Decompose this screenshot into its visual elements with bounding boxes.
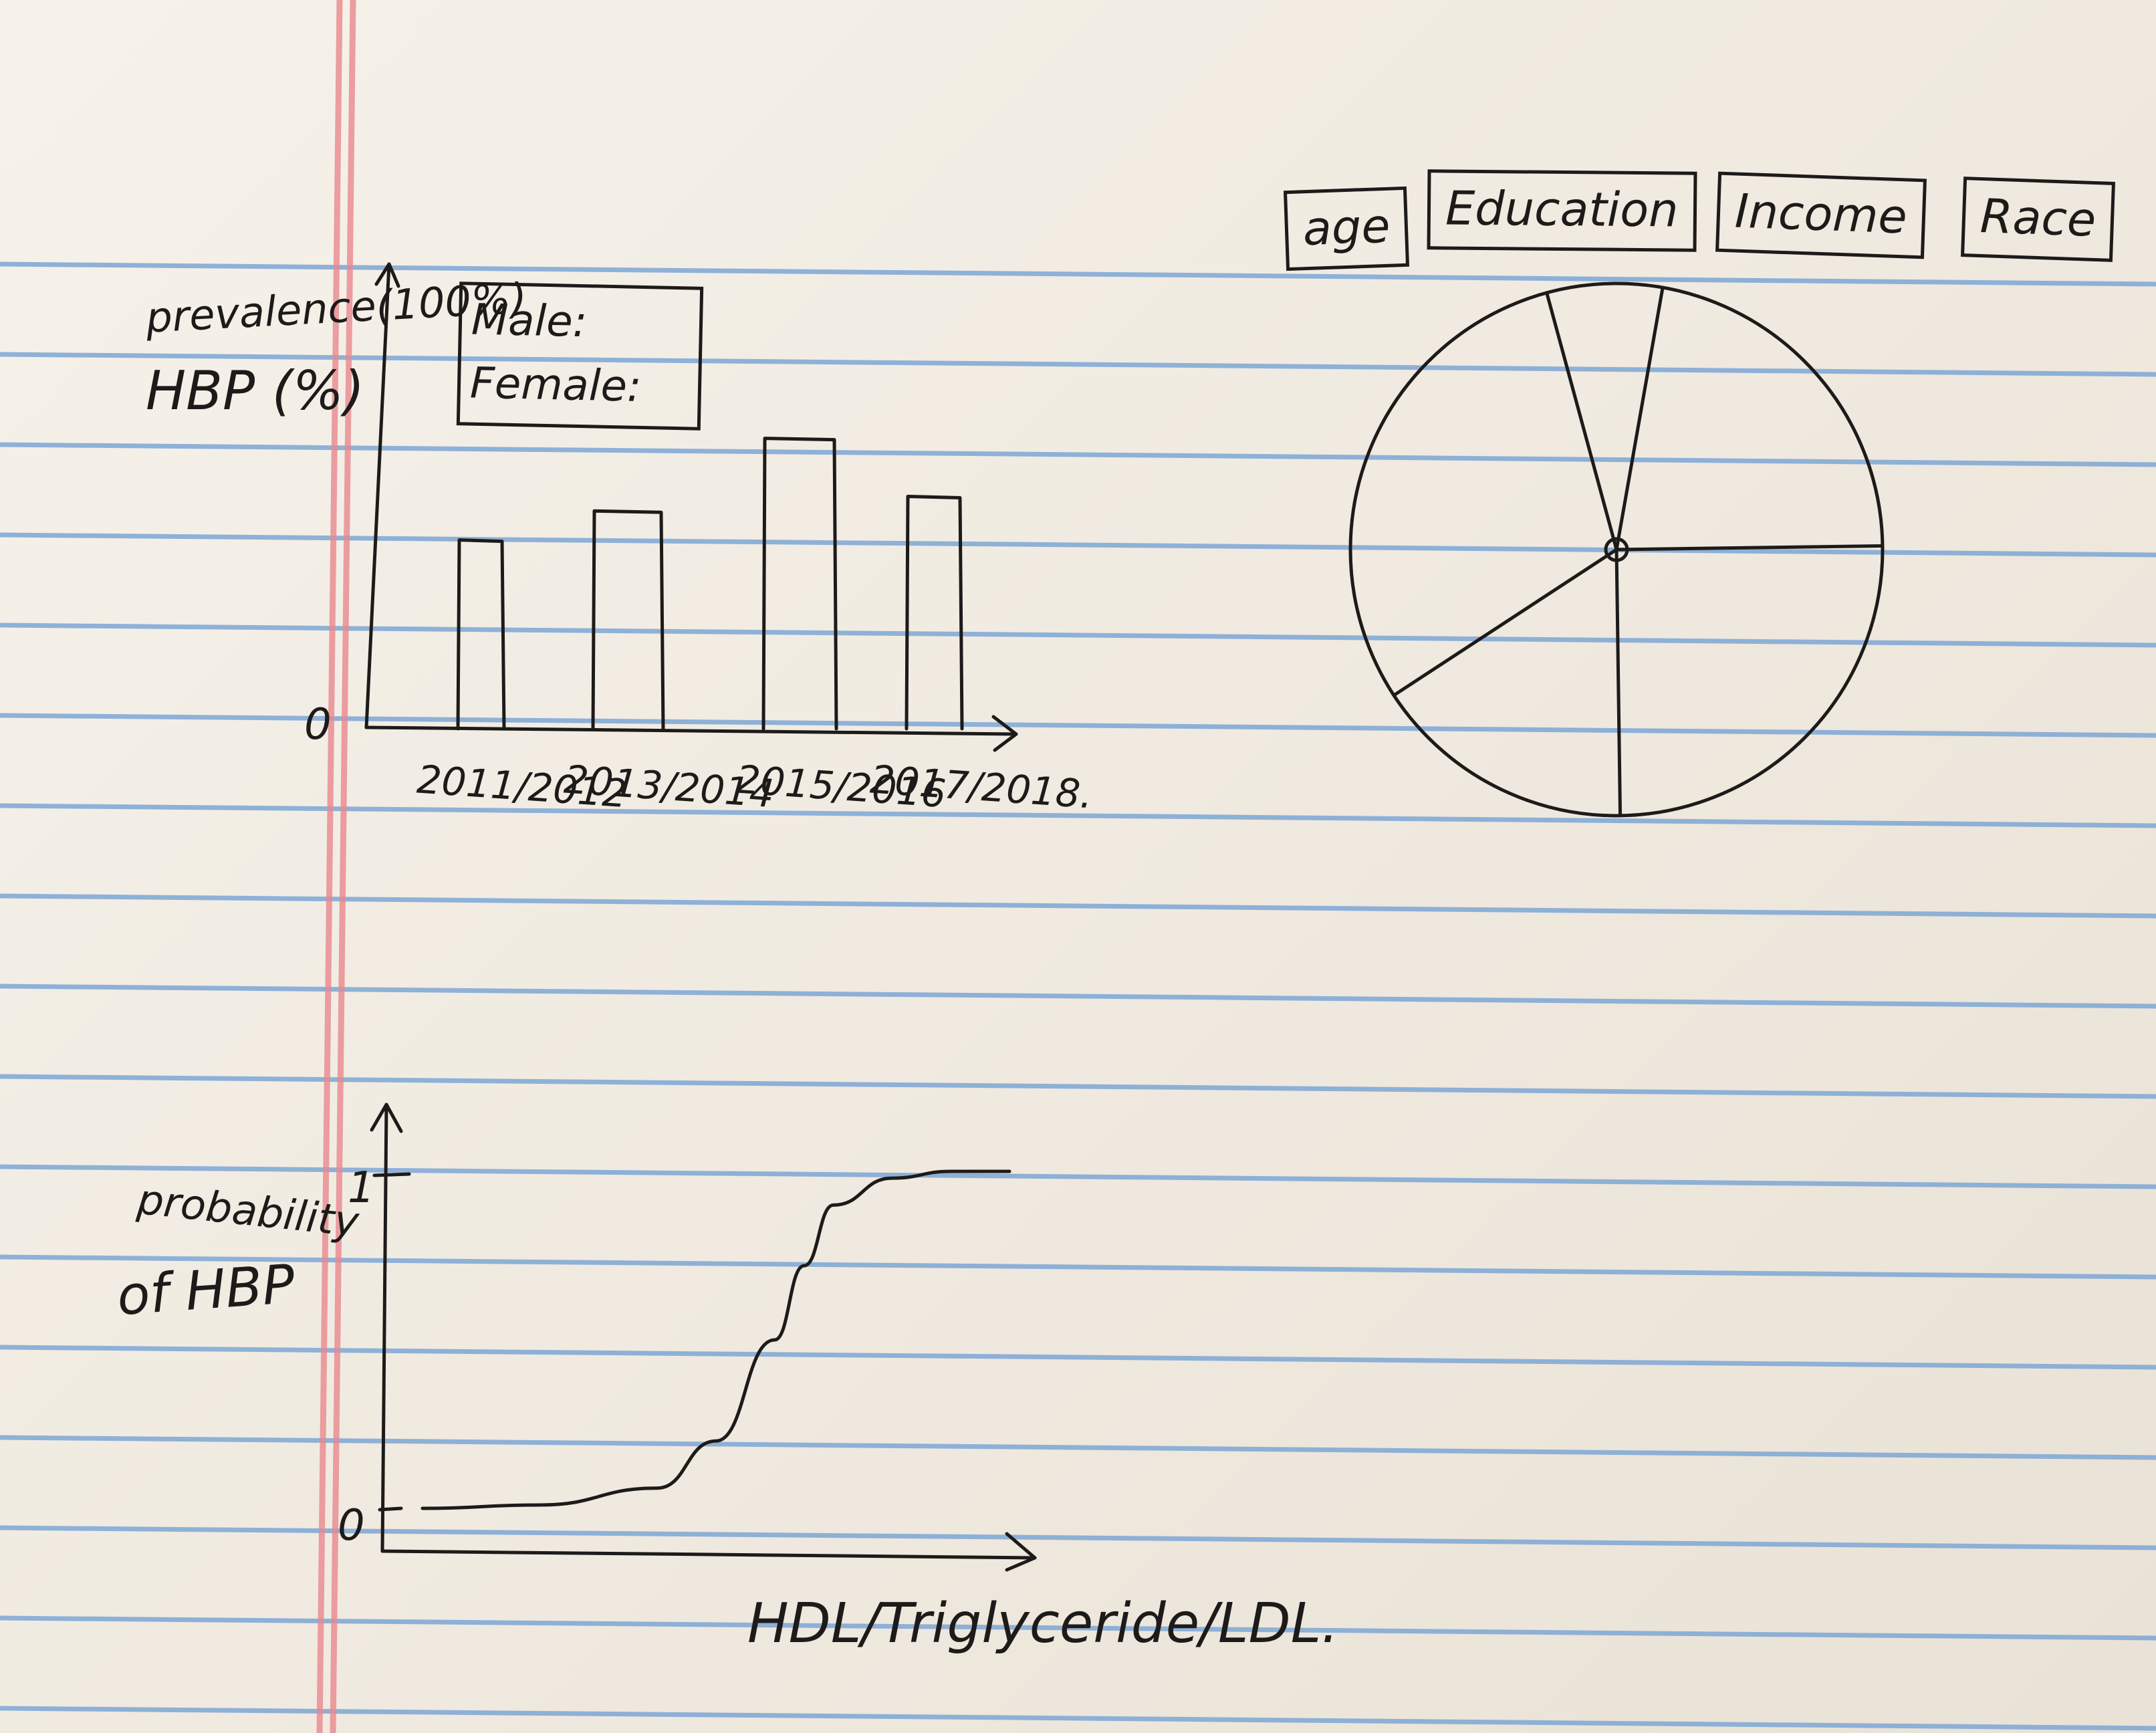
bar bbox=[456, 538, 506, 731]
filter-income-button[interactable]: Income bbox=[1715, 171, 1927, 259]
ruled-line bbox=[0, 1345, 2156, 1370]
line-chart-y-axis bbox=[380, 1103, 388, 1553]
line-chart-x-axis bbox=[380, 1549, 1037, 1560]
filter-race-button[interactable]: Race bbox=[1960, 177, 2116, 262]
ruled-line bbox=[0, 261, 2156, 287]
line-chart-y-axis-arrow bbox=[370, 1103, 403, 1133]
bar-chart-y-tick-zero: 0 bbox=[304, 700, 332, 749]
ruled-line bbox=[0, 1435, 2156, 1460]
line-chart-y-tick-1 bbox=[372, 1172, 411, 1177]
legend-female: Female: bbox=[469, 358, 642, 412]
bar-chart-y-axis-arrow bbox=[374, 262, 400, 288]
ruled-line bbox=[0, 1706, 2156, 1731]
margin-line bbox=[316, 0, 343, 1733]
ruled-line bbox=[0, 442, 2156, 467]
pie-outline bbox=[1348, 281, 1885, 818]
pie-chart bbox=[1348, 281, 1885, 818]
margin-line bbox=[330, 0, 356, 1733]
pie-slice-boundary bbox=[1545, 291, 1619, 552]
ruled-line bbox=[0, 984, 2156, 1009]
line-chart-y-tick-0 bbox=[378, 1506, 403, 1512]
ruled-line bbox=[0, 532, 2156, 558]
ruled-line bbox=[0, 1164, 2156, 1189]
line-chart-y-tick-top: 1 bbox=[348, 1163, 375, 1213]
line-chart-y-tick-bottom: 0 bbox=[338, 1501, 365, 1550]
legend-male: Male: bbox=[471, 295, 588, 348]
ruled-line bbox=[0, 1525, 2156, 1550]
ruled-line bbox=[0, 352, 2156, 377]
ruled-line bbox=[0, 1615, 2156, 1641]
ruled-line bbox=[0, 893, 2156, 919]
pie-slice-boundary bbox=[1614, 285, 1665, 552]
line-chart-x-axis-arrow bbox=[1005, 1532, 1037, 1572]
bar bbox=[591, 509, 665, 731]
bar-chart-ylabel-line2: HBP (%) bbox=[146, 360, 365, 422]
ruled-line bbox=[0, 803, 2156, 828]
ruled-line bbox=[0, 1254, 2156, 1280]
pie-slice-boundary bbox=[1614, 548, 1623, 818]
bar-chart-x-axis bbox=[364, 725, 1018, 736]
ruled-line bbox=[0, 622, 2156, 648]
filter-education-button[interactable]: Education bbox=[1427, 169, 1697, 252]
legend: Male: Female: bbox=[456, 281, 704, 431]
line-chart-ylabel-line2: of HBP bbox=[115, 1252, 297, 1328]
pie-slice-boundary bbox=[1614, 544, 1885, 552]
bar-chart-y-axis bbox=[364, 262, 391, 729]
bar bbox=[761, 437, 838, 731]
pie-center bbox=[1604, 537, 1629, 562]
line-chart-xlabel: HDL/Triglyceride/LDL. bbox=[747, 1592, 1339, 1655]
ruled-line bbox=[0, 1074, 2156, 1099]
pie-slice-boundary bbox=[1392, 548, 1619, 697]
series-line bbox=[421, 1169, 1011, 1510]
filter-age-button[interactable]: age bbox=[1283, 186, 1410, 271]
bar-chart-x-axis-arrow bbox=[991, 715, 1018, 752]
bar bbox=[905, 495, 964, 731]
ruled-line bbox=[0, 713, 2156, 738]
line-chart bbox=[370, 1103, 1037, 1572]
